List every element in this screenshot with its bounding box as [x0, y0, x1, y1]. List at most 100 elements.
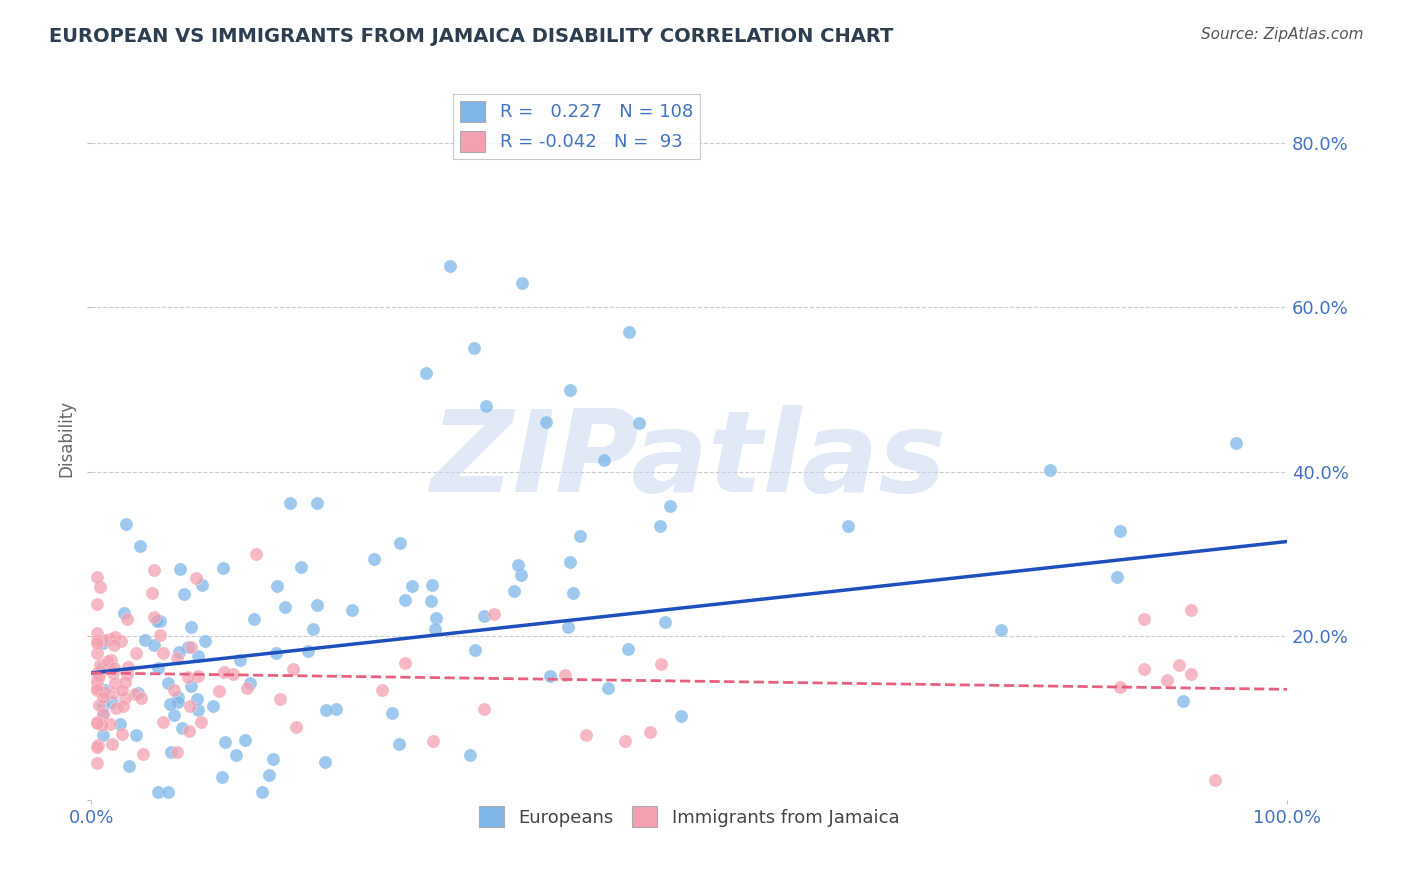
Point: [111, 698, 134, 713]
Point: [86, 681, 108, 696]
Point: [118, 759, 141, 773]
Point: [111, 682, 134, 697]
Point: [91, 707, 114, 722]
Point: [654, 615, 676, 629]
Point: [285, 720, 308, 734]
Point: [125, 728, 148, 742]
Point: [127, 686, 149, 700]
Point: [1225, 435, 1247, 450]
Point: [149, 628, 172, 642]
Point: [89, 580, 111, 594]
Point: [103, 665, 125, 680]
Point: [187, 648, 209, 663]
Point: [568, 529, 591, 543]
Point: [124, 687, 146, 701]
Point: [463, 342, 485, 356]
Legend: Europeans, Immigrants from Jamaica: Europeans, Immigrants from Jamaica: [471, 799, 907, 835]
Point: [173, 587, 195, 601]
Point: [129, 691, 152, 706]
Point: [159, 697, 181, 711]
Point: [648, 518, 671, 533]
Point: [100, 695, 122, 709]
Point: [86, 673, 108, 687]
Point: [301, 622, 323, 636]
Point: [401, 579, 423, 593]
Point: [1204, 773, 1226, 788]
Point: [596, 681, 619, 696]
Point: [558, 383, 581, 397]
Point: [101, 737, 124, 751]
Point: [100, 653, 122, 667]
Point: [458, 747, 481, 762]
Point: [274, 599, 297, 614]
Point: [503, 583, 526, 598]
Point: [146, 785, 169, 799]
Point: [233, 733, 256, 747]
Point: [97, 654, 120, 668]
Point: [89, 698, 111, 712]
Point: [112, 606, 135, 620]
Point: [614, 733, 637, 747]
Point: [659, 499, 682, 513]
Point: [558, 555, 581, 569]
Point: [91, 661, 114, 675]
Y-axis label: Disability: Disability: [58, 401, 75, 477]
Point: [464, 643, 486, 657]
Point: [166, 695, 188, 709]
Point: [425, 611, 447, 625]
Point: [208, 683, 231, 698]
Point: [115, 612, 138, 626]
Point: [180, 640, 202, 654]
Point: [166, 746, 188, 760]
Point: [439, 260, 461, 274]
Point: [222, 667, 245, 681]
Point: [264, 646, 287, 660]
Point: [1168, 657, 1191, 672]
Point: [86, 675, 108, 690]
Point: [86, 625, 108, 640]
Point: [186, 571, 208, 585]
Point: [363, 552, 385, 566]
Point: [87, 668, 110, 682]
Point: [617, 642, 640, 657]
Point: [152, 646, 174, 660]
Point: [194, 634, 217, 648]
Text: ZIPatlas: ZIPatlas: [432, 405, 948, 516]
Point: [190, 715, 212, 730]
Point: [114, 516, 136, 531]
Point: [250, 785, 273, 799]
Point: [94, 683, 117, 698]
Point: [156, 785, 179, 799]
Point: [422, 734, 444, 748]
Point: [1180, 667, 1202, 681]
Point: [315, 703, 337, 717]
Point: [97, 661, 120, 675]
Point: [314, 755, 336, 769]
Point: [93, 684, 115, 698]
Point: [214, 735, 236, 749]
Point: [169, 562, 191, 576]
Point: [104, 675, 127, 690]
Point: [342, 603, 364, 617]
Point: [146, 661, 169, 675]
Point: [91, 636, 114, 650]
Point: [180, 679, 202, 693]
Point: [214, 665, 236, 679]
Point: [86, 666, 108, 681]
Point: [86, 682, 108, 697]
Point: [1105, 570, 1128, 584]
Point: [169, 645, 191, 659]
Point: [86, 714, 108, 729]
Point: [1132, 612, 1154, 626]
Point: [510, 568, 533, 582]
Point: [91, 728, 114, 742]
Point: [160, 745, 183, 759]
Point: [575, 728, 598, 742]
Point: [166, 650, 188, 665]
Point: [114, 675, 136, 690]
Point: [211, 771, 233, 785]
Point: [166, 690, 188, 704]
Point: [1180, 603, 1202, 617]
Point: [263, 751, 285, 765]
Point: [105, 701, 128, 715]
